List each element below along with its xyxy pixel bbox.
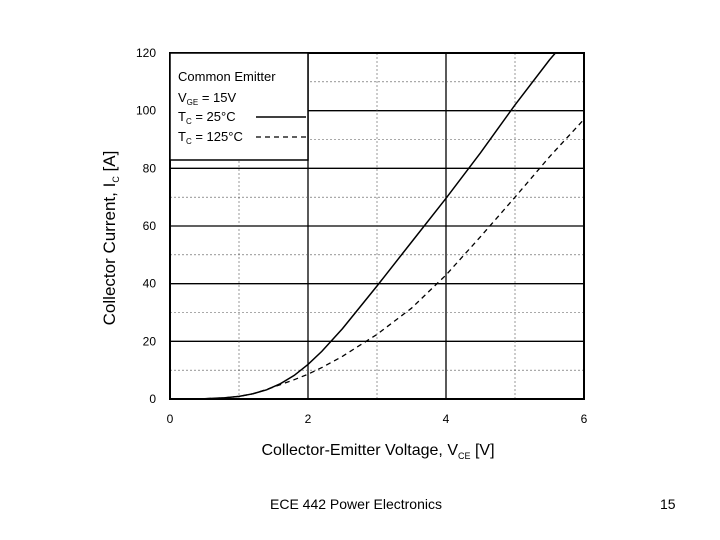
y-axis-title-unit: [A] — [100, 151, 119, 177]
legend-series-2-main: T — [178, 129, 186, 144]
y-axis-title: Collector Current, IC [A] — [100, 151, 121, 326]
footer-title: ECE 442 Power Electronics — [270, 496, 442, 512]
legend: Common Emitter VGE = 15V TC = 25°C TC = … — [169, 52, 309, 161]
legend-series-1-label: TC = 25°C — [178, 109, 236, 126]
series-lines — [170, 53, 584, 399]
legend-box — [169, 52, 309, 161]
x-axis-title: Collector-Emitter Voltage, VCE [V] — [261, 442, 494, 461]
page-number: 15 — [660, 496, 676, 512]
y-tick-label: 20 — [143, 334, 157, 348]
y-tick-label: 80 — [143, 161, 157, 175]
y-tick-label: 100 — [136, 104, 156, 118]
legend-vge-sub: GE — [187, 98, 199, 107]
legend-title: Common Emitter — [178, 69, 276, 84]
y-tick-label: 0 — [149, 392, 156, 406]
series-line-2 — [170, 118, 584, 399]
y-axis-title-main: Collector Current, I — [100, 183, 119, 326]
y-tick-label: 40 — [143, 277, 157, 291]
legend-series-1-sub: C — [186, 117, 192, 126]
plot-frame — [169, 52, 585, 400]
legend-vge-main: V — [178, 90, 187, 105]
x-axis-title-main: Collector-Emitter Voltage, V — [261, 442, 458, 459]
x-axis-title-sub: CE — [458, 451, 471, 461]
legend-series-1-value: = 25°C — [192, 109, 236, 124]
x-tick-label: 4 — [443, 412, 450, 426]
legend-series-2-sub: C — [186, 137, 192, 146]
y-tick-label: 120 — [136, 46, 156, 60]
x-tick-label: 2 — [305, 412, 312, 426]
x-axis-title-unit: [V] — [471, 442, 495, 459]
legend-series-2-label: TC = 125°C — [178, 129, 243, 146]
tick-labels: 0 20 40 60 80 100 120 0 2 4 6 — [136, 46, 588, 426]
x-tick-label: 6 — [581, 412, 588, 426]
y-axis-title-sub: C — [111, 176, 121, 183]
y-tick-label: 60 — [143, 219, 157, 233]
x-tick-label: 0 — [167, 412, 174, 426]
legend-vge-value: = 15V — [198, 90, 236, 105]
legend-vge: VGE = 15V — [178, 90, 237, 107]
legend-series-2-value: = 125°C — [192, 129, 243, 144]
legend-series-1-main: T — [178, 109, 186, 124]
